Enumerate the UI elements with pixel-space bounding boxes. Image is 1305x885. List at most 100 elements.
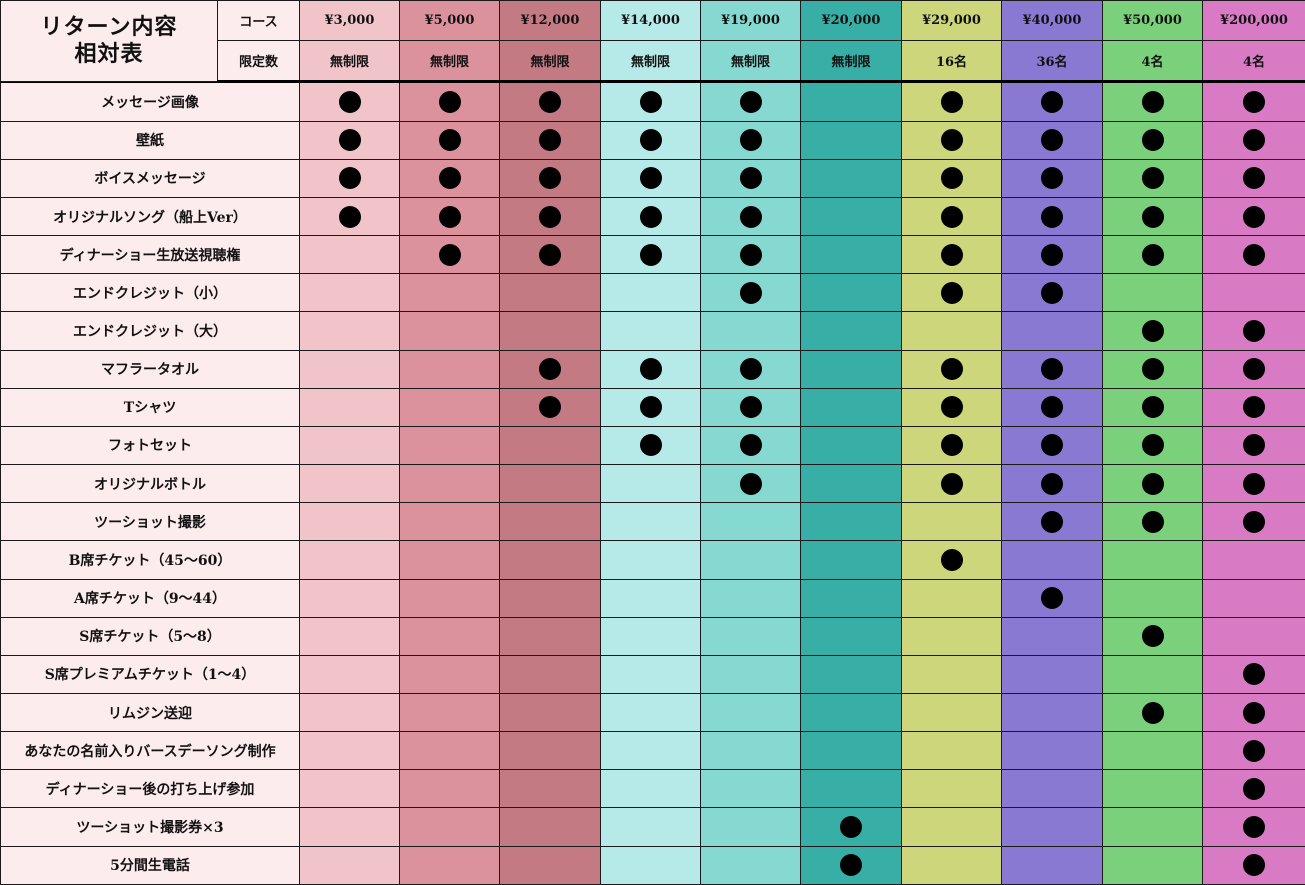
table-cell bbox=[600, 692, 701, 733]
table-cell bbox=[499, 196, 601, 237]
included-dot-icon bbox=[539, 91, 561, 114]
table-cell bbox=[800, 273, 902, 313]
included-dot-icon bbox=[1141, 701, 1164, 724]
table-cell bbox=[399, 464, 500, 504]
table-cell bbox=[1202, 807, 1305, 847]
header-row-course: リターン内容 相対表 コース ¥3,000 ¥5,000 ¥12,000 ¥14,00… bbox=[0, 0, 1305, 83]
table-cell bbox=[600, 731, 701, 771]
table-cell bbox=[299, 196, 400, 237]
table-cell bbox=[1001, 196, 1103, 237]
course-limit-2: 無制限 bbox=[499, 40, 601, 84]
table-row: S席チケット（5〜8） bbox=[0, 616, 1305, 656]
table-cell bbox=[299, 387, 400, 427]
table-cell bbox=[600, 196, 701, 237]
table-cell bbox=[700, 654, 801, 695]
table-cell bbox=[800, 464, 902, 504]
return-item-label: ディナーショー後の打ち上げ参加 bbox=[0, 769, 300, 809]
included-dot-icon bbox=[1141, 358, 1164, 381]
table-cell bbox=[800, 81, 902, 122]
table-cell bbox=[600, 616, 701, 656]
table-cell bbox=[499, 502, 601, 542]
table-cell bbox=[901, 158, 1002, 198]
return-item-label: オリジナルソング（船上Ver） bbox=[0, 196, 300, 237]
included-dot-icon bbox=[639, 91, 662, 114]
included-dot-icon bbox=[739, 281, 762, 304]
course-limit-4: 無制限 bbox=[700, 40, 801, 84]
table-cell bbox=[600, 273, 701, 313]
course-price-2: ¥12,000 bbox=[499, 0, 601, 42]
included-dot-icon bbox=[940, 281, 963, 304]
table-cell bbox=[700, 845, 801, 885]
table-cell bbox=[901, 235, 1002, 275]
table-cell bbox=[1102, 81, 1203, 122]
table-cell bbox=[1202, 273, 1305, 313]
table-cell bbox=[700, 540, 801, 580]
table-cell bbox=[499, 425, 601, 466]
table-row: 壁紙 bbox=[0, 120, 1305, 160]
included-dot-icon bbox=[840, 816, 862, 839]
included-dot-icon bbox=[940, 205, 963, 228]
included-dot-icon bbox=[940, 243, 963, 266]
table-cell bbox=[1001, 578, 1103, 618]
included-dot-icon bbox=[438, 91, 461, 114]
table-cell bbox=[1001, 845, 1103, 885]
table-cell bbox=[600, 578, 701, 618]
table-cell bbox=[399, 311, 500, 351]
table-cell bbox=[700, 273, 801, 313]
included-dot-icon bbox=[639, 434, 662, 457]
included-dot-icon bbox=[438, 243, 461, 266]
included-dot-icon bbox=[1041, 243, 1063, 266]
included-dot-icon bbox=[1243, 320, 1265, 343]
table-cell bbox=[901, 349, 1002, 389]
included-dot-icon bbox=[539, 167, 561, 190]
table-cell bbox=[600, 807, 701, 847]
table-cell bbox=[800, 654, 902, 695]
return-item-label: エンドクレジット（小） bbox=[0, 273, 300, 313]
table-cell bbox=[600, 120, 701, 160]
included-dot-icon bbox=[739, 91, 762, 114]
return-item-label: 壁紙 bbox=[0, 120, 300, 160]
return-item-label: あなたの名前入りバースデーソング制作 bbox=[0, 731, 300, 771]
course-price-7: ¥40,000 bbox=[1001, 0, 1103, 42]
table-cell bbox=[1102, 464, 1203, 504]
table-cell bbox=[499, 81, 601, 122]
table-cell bbox=[1102, 578, 1203, 618]
table-cell bbox=[800, 196, 902, 237]
table-row: リムジン送迎 bbox=[0, 692, 1305, 733]
return-item-label: S席チケット（5〜8） bbox=[0, 616, 300, 656]
table-cell bbox=[299, 349, 400, 389]
table-cell bbox=[901, 654, 1002, 695]
included-dot-icon bbox=[1243, 854, 1265, 877]
table-cell bbox=[1102, 158, 1203, 198]
included-dot-icon bbox=[1243, 701, 1265, 724]
table-cell bbox=[1001, 807, 1103, 847]
included-dot-icon bbox=[438, 167, 461, 190]
return-item-label: ツーショット撮影券×3 bbox=[0, 807, 300, 847]
table-cell bbox=[901, 807, 1002, 847]
table-cell bbox=[499, 692, 601, 733]
included-dot-icon bbox=[1141, 129, 1164, 152]
course-limit-0: 無制限 bbox=[299, 40, 400, 84]
table-cell bbox=[499, 616, 601, 656]
table-cell bbox=[1102, 387, 1203, 427]
included-dot-icon bbox=[1243, 434, 1265, 457]
included-dot-icon bbox=[940, 129, 963, 152]
table-cell bbox=[299, 540, 400, 580]
table-cell bbox=[399, 845, 500, 885]
table-cell bbox=[1202, 81, 1305, 122]
included-dot-icon bbox=[338, 205, 361, 228]
included-dot-icon bbox=[1243, 816, 1265, 839]
table-cell bbox=[1102, 731, 1203, 771]
table-cell bbox=[299, 464, 400, 504]
return-item-label: Tシャツ bbox=[0, 387, 300, 427]
table-cell bbox=[1202, 311, 1305, 351]
included-dot-icon bbox=[639, 396, 662, 419]
included-dot-icon bbox=[1243, 663, 1265, 686]
table-cell bbox=[1102, 120, 1203, 160]
table-cell bbox=[399, 807, 500, 847]
table-cell bbox=[1102, 845, 1203, 885]
table-row: ディナーショー生放送視聴権 bbox=[0, 235, 1305, 275]
table-cell bbox=[700, 81, 801, 122]
table-cell bbox=[1202, 578, 1305, 618]
included-dot-icon bbox=[539, 358, 561, 381]
